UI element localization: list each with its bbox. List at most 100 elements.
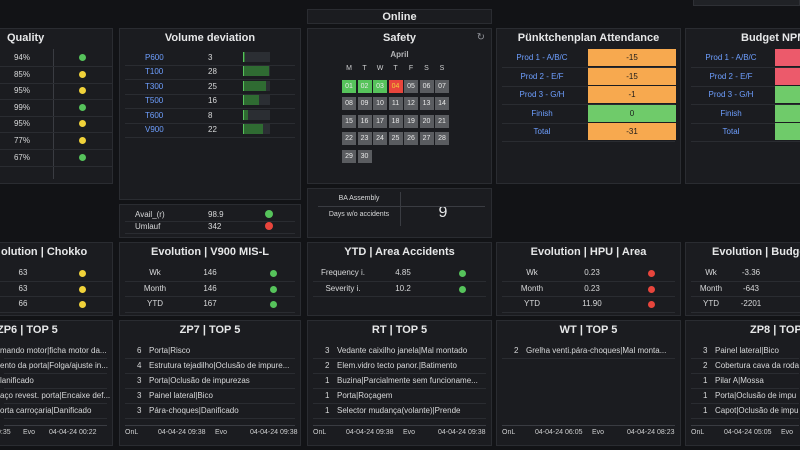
calendar-day[interactable]: 12 [404,97,418,111]
rt-footer-item: Evo [403,429,416,436]
volume-value: 8 [208,110,213,120]
calendar-day[interactable]: 09 [357,97,372,111]
divider [318,206,485,207]
evo_budget-label: Month [699,283,723,293]
zp7-top5-panel: ZP7 | TOP 5 6 Porta|Risco 4 Estrutura tejad… [119,320,301,446]
search-input[interactable] [693,0,800,6]
budget-npm-label[interactable]: Prod 3 - G/H [708,90,754,99]
attendance-title: Pünktchenplan Attendance [517,32,660,44]
budget-npm-label[interactable]: Finish [720,108,742,118]
rt-count: 1 [325,391,330,400]
attendance-value: -1 [588,86,676,103]
zp6-title: ZP6 | TOP 5 [0,324,58,336]
calendar-day[interactable]: 20 [419,114,434,128]
volume-value: 22 [208,125,217,134]
calendar-day[interactable]: 14 [435,97,449,111]
calendar-day[interactable]: 30 [357,149,372,163]
calendar-day[interactable]: 23 [357,132,372,146]
rt-count: 1 [325,376,330,385]
divider [53,49,54,179]
availability-panel: Avail_(r) 98.9 Umlauf 342 [119,204,301,238]
refresh-icon[interactable]: ↻ [476,32,485,43]
calendar-day[interactable]: 24 [373,132,387,146]
zp6-row: aço revest. porta|Encaixe def... [0,388,110,404]
calendar-day[interactable]: 16 [357,114,372,128]
zp7-count: 3 [137,376,142,385]
calendar-day[interactable]: 10 [373,97,387,111]
volume-name[interactable]: T600 [145,110,164,120]
calendar-day[interactable]: 18 [388,114,403,128]
calendar-day[interactable]: 06 [419,80,434,93]
zp8-row: 1 Porta|Oclusão de impu [691,388,799,404]
volume-name[interactable]: T300 [145,81,164,91]
quality-value: 99% [13,102,30,112]
attendance-value: -31 [588,123,676,140]
calendar-day[interactable]: 27 [419,132,434,146]
calendar-day[interactable]: 21 [435,114,449,128]
calendar-day[interactable]: 07 [435,80,449,93]
zp8-count: 3 [703,346,708,355]
rt-item: Elem.vidro tecto panor.|Batimento [337,361,457,370]
calendar-day[interactable]: 17 [373,114,387,128]
calendar-day[interactable]: 03 [373,80,387,93]
attendance-label[interactable]: Total [533,127,551,136]
evo_budget-label: Wk [705,268,717,277]
zp8-footer-item: OnL [691,429,705,436]
volume-name[interactable]: T100 [145,67,164,77]
volume-name[interactable]: T500 [145,96,164,106]
evolution-chokko-title: olution | Chokko [1,246,88,258]
calendar-day[interactable]: 28 [435,132,449,146]
budget-npm-label[interactable]: Prod 1 - A/B/C [705,53,757,62]
calendar-day[interactable]: 05 [404,80,418,93]
status-dot [265,210,273,218]
evo_hpu-row: Wk 0.23 [502,265,675,282]
calendar-day[interactable]: 04 [388,80,403,93]
calendar-day[interactable]: 08 [342,97,356,111]
volume-name[interactable]: V900 [145,125,164,134]
volume-name[interactable]: P600 [145,53,164,62]
status-dot [648,301,655,308]
status-dot [459,270,466,277]
quality-value: 85% [13,69,30,79]
budget-npm-label[interactable]: Prod 2 - E/F [709,71,753,81]
budget-npm-label[interactable]: Total [722,127,740,136]
calendar-day[interactable]: 02 [357,80,372,93]
evo_v900-value: 146 [203,283,217,293]
quality-row: 67% [0,150,112,167]
attendance-label[interactable]: Prod 1 - A/B/C [516,53,568,62]
attendance-label[interactable]: Prod 3 - G/H [519,90,565,99]
attendance-label[interactable]: Finish [531,108,553,118]
calendar-day[interactable]: 26 [404,132,418,146]
budget-npm-value [775,67,800,85]
attendance-value: -15 [588,49,676,66]
calendar-day[interactable]: 22 [342,132,356,146]
quality-value: 95% [13,119,30,129]
calendar-day[interactable]: 15 [342,114,356,128]
volume-value: 16 [208,96,217,106]
calendar-weekday: T [393,65,398,72]
calendar-day[interactable]: 29 [342,149,356,163]
calendar-day[interactable]: 19 [404,114,418,128]
status-dot [79,285,86,293]
rt-count: 2 [325,361,330,370]
quality-row: 94% [0,50,112,67]
wt-count: 2 [514,346,519,355]
zp6-item: lanificado [0,376,34,385]
rt-footer-divider [313,425,486,426]
attendance-label[interactable]: Prod 2 - E/F [520,71,564,81]
zp7-row: 3 Painel lateral|Bico [125,388,295,404]
rt-row: 2 Elem.vidro tecto panor.|Batimento [313,358,486,374]
calendar-day[interactable]: 13 [419,97,434,111]
zp7-footer-item: Evo [215,429,228,436]
calendar-day[interactable]: 01 [342,80,356,93]
volume-deviation-panel: Volume deviation P600 3 T100 28 T300 25 T500 16… [119,28,301,200]
evo_chokko-value: 63 [18,268,28,277]
budget-npm-value [775,104,800,122]
status-dot [265,222,273,230]
calendar-day[interactable]: 25 [388,132,403,146]
rt-row: 1 Selector mudança(volante)|Prende [313,403,486,419]
evo_v900-label: YTD [147,299,163,308]
status-dot [79,70,86,78]
attendance-row: Total -31 [502,123,676,142]
calendar-day[interactable]: 11 [388,97,403,111]
